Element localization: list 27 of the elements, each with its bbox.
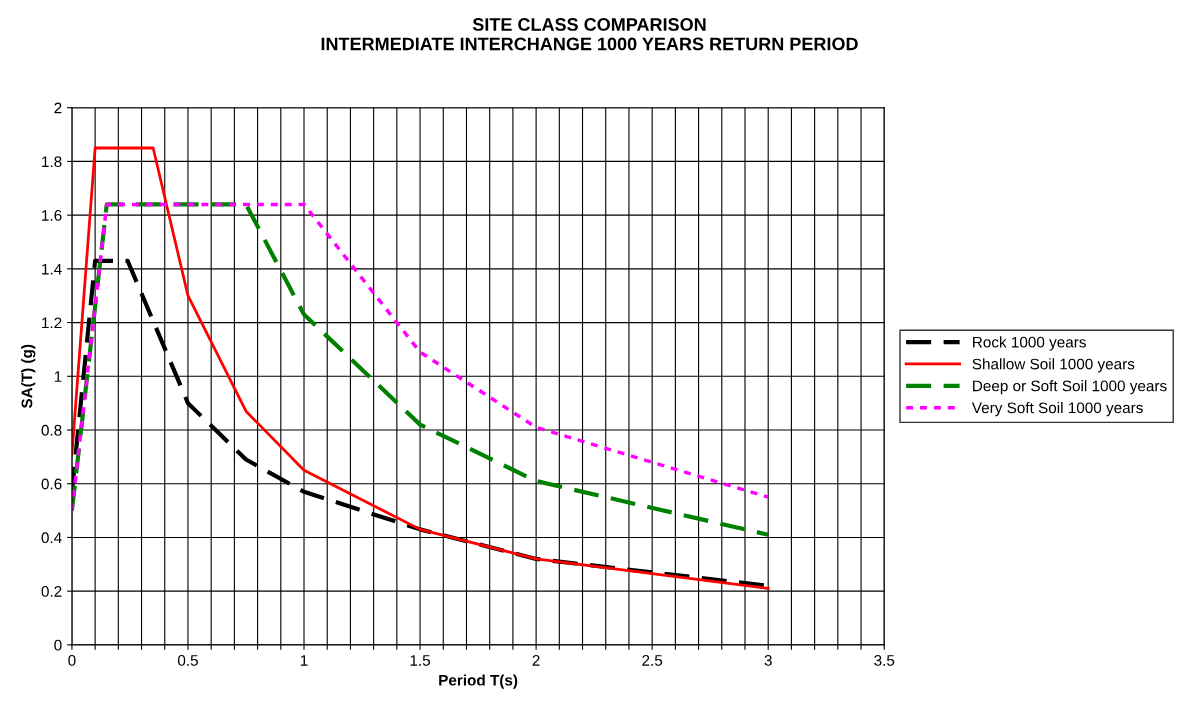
- y-tick-label: 1: [54, 371, 62, 382]
- y-tick-label: 1.4: [42, 263, 62, 275]
- y-tick-label: 1.2: [42, 317, 62, 329]
- x-tick-label: 2: [532, 654, 540, 666]
- y-tick-label: 0.4: [41, 532, 62, 544]
- y-tick-label: 0.2: [41, 586, 62, 597]
- legend-label: Shallow Soil 1000 years: [972, 358, 1135, 373]
- chart-title: SITE CLASS COMPARISON INTERMEDIATE INTERCHANGE 1000 YEARS RETURN PERIOD: [321, 18, 858, 51]
- y-tick-label: 1.6: [42, 210, 62, 221]
- y-tick-label: 1.8: [42, 156, 62, 168]
- x-tick-label: 3: [764, 654, 772, 666]
- legend-label: Deep or Soft Soil 1000 years: [973, 380, 1167, 395]
- x-tick-label: 1.5: [410, 655, 431, 666]
- legend-label: Rock 1000 years: [973, 336, 1086, 351]
- y-tick-label: 2: [54, 102, 62, 114]
- x-tick-label: 1: [300, 655, 308, 666]
- line-series: [71, 146, 770, 590]
- x-tick-label: 2.5: [642, 654, 663, 666]
- legend-label: Very Soft Soil 1000 years: [971, 401, 1143, 417]
- x-tick-label: 0: [68, 654, 76, 666]
- x-tick-label: 3.5: [874, 654, 895, 666]
- y-tick-label: 0.6: [41, 478, 62, 490]
- y-tick-label: 0: [54, 639, 62, 651]
- y-tick-label: 0.8: [41, 424, 62, 436]
- x-axis-title: Period T(s): [439, 674, 518, 689]
- y-axis-title: SA(T) (g): [21, 344, 36, 409]
- x-tick-label: 0.5: [177, 654, 198, 666]
